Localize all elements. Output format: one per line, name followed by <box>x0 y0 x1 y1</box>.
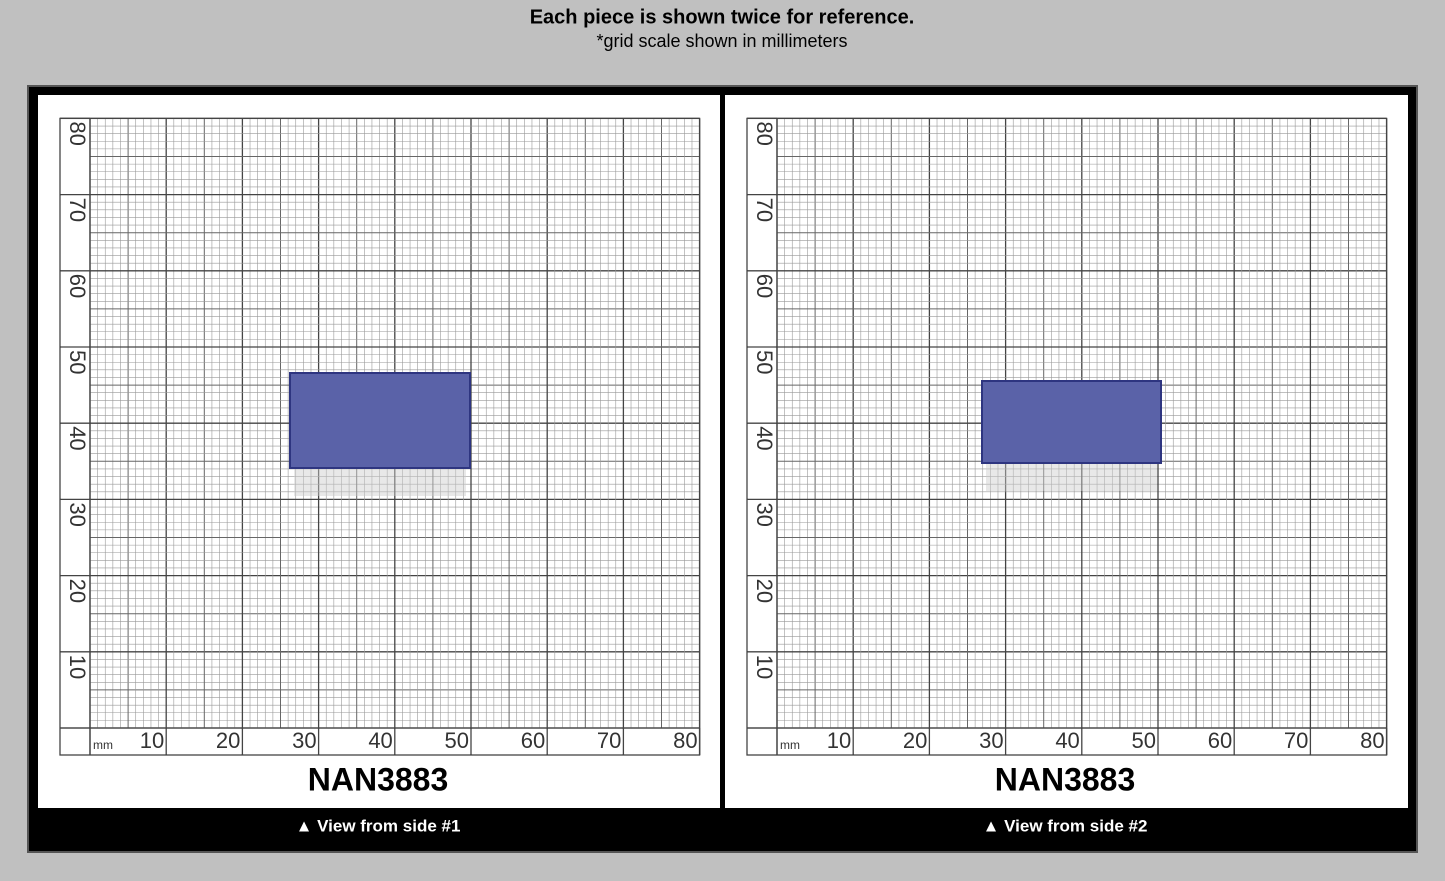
unit-label: mm <box>93 738 113 752</box>
subtitle: *grid scale shown in millimeters <box>596 31 847 51</box>
y-scale-label: 80 <box>65 121 90 145</box>
x-scale-label: 20 <box>903 728 927 753</box>
y-scale-label: 30 <box>65 502 90 526</box>
y-scale-label: 50 <box>65 350 90 374</box>
grid-border <box>59 117 701 756</box>
x-scale-label: 20 <box>216 728 240 753</box>
x-scale-label: 80 <box>1360 728 1384 753</box>
y-scale-label: 50 <box>752 350 777 374</box>
grid-border <box>746 117 1388 756</box>
x-scale-label: 70 <box>1284 728 1308 753</box>
x-scale-label: 30 <box>292 728 316 753</box>
y-scale-label: 70 <box>752 198 777 222</box>
x-scale-label: 50 <box>445 728 469 753</box>
x-scale-label: 40 <box>368 728 392 753</box>
x-scale-label: 60 <box>521 728 545 753</box>
gem-photo <box>289 372 471 469</box>
x-scale-label: 10 <box>140 728 164 753</box>
x-scale-label: 70 <box>597 728 621 753</box>
y-scale-label: 60 <box>752 274 777 298</box>
gem-photo <box>981 380 1162 464</box>
unit-label: mm <box>780 738 800 752</box>
x-scale-label: 80 <box>673 728 697 753</box>
y-scale-label: 30 <box>752 502 777 526</box>
gem-shadow <box>986 463 1157 491</box>
y-scale-label: 10 <box>752 655 777 679</box>
y-scale-label: 10 <box>65 655 90 679</box>
y-scale-label: 40 <box>65 426 90 450</box>
y-scale-label: 20 <box>752 579 777 603</box>
x-scale-label: 40 <box>1055 728 1079 753</box>
y-scale-label: 80 <box>752 121 777 145</box>
product-code: NAN3883 <box>308 761 449 797</box>
gem-shadow <box>294 468 466 496</box>
x-scale-label: 50 <box>1132 728 1156 753</box>
x-scale-label: 60 <box>1208 728 1232 753</box>
y-scale-label: 60 <box>65 274 90 298</box>
y-scale-label: 20 <box>65 579 90 603</box>
x-scale-label: 30 <box>979 728 1003 753</box>
y-scale-label: 40 <box>752 426 777 450</box>
view-caption: ▲ View from side #1 <box>296 816 461 835</box>
view-caption: ▲ View from side #2 <box>983 816 1148 835</box>
x-scale-label: 10 <box>827 728 851 753</box>
y-scale-label: 70 <box>65 198 90 222</box>
title: Each piece is shown twice for reference. <box>530 6 915 28</box>
product-code: NAN3883 <box>995 761 1136 797</box>
